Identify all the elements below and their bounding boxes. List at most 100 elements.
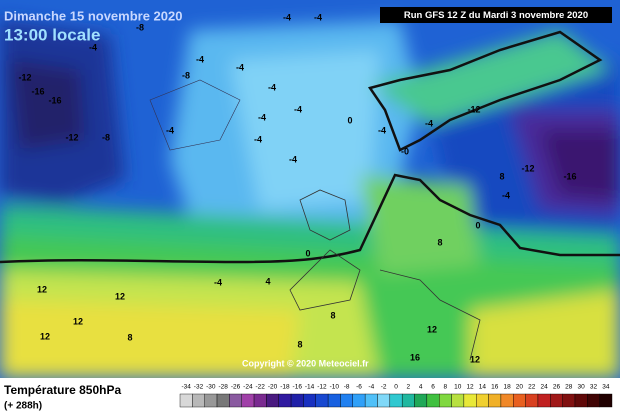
- map-label: -8: [102, 132, 110, 142]
- map-label: -12: [65, 132, 78, 142]
- scale-swatch: [587, 393, 600, 408]
- scale-swatch: [463, 393, 477, 408]
- map-label: 4: [265, 276, 270, 286]
- scale-swatch: [216, 393, 230, 408]
- map-label: -4: [258, 112, 266, 122]
- scale-label: -10: [330, 384, 340, 391]
- scale-swatch: [599, 393, 613, 408]
- map-label: 8: [330, 310, 335, 320]
- map-label: 8: [127, 332, 132, 342]
- scale-swatch: [476, 393, 489, 408]
- map-label: 16: [410, 352, 420, 362]
- scale-label: -24: [243, 384, 253, 391]
- scale-label: -20: [268, 384, 278, 391]
- scale-swatch: [451, 393, 465, 408]
- scale-label: -28: [218, 384, 228, 391]
- scale-label: 24: [540, 384, 548, 391]
- scale-swatch: [401, 393, 415, 408]
- map-label: 8: [437, 237, 442, 247]
- map-labels: -4 -4-8-4-12-16-16-8-4-4-12 -8-4-4-4-4-4-4…: [18, 12, 576, 364]
- scale-swatch: [500, 393, 514, 408]
- scale-swatch: [537, 393, 551, 408]
- map-label: -4: [283, 12, 291, 22]
- map-label: 8: [499, 171, 504, 181]
- map-label: -8: [182, 70, 190, 80]
- map-label: -4: [89, 42, 97, 52]
- scale-label: 12: [466, 384, 474, 391]
- scale-label: -14: [305, 384, 315, 391]
- scale-swatch: [192, 393, 205, 408]
- scale-swatch: [426, 393, 440, 408]
- scale-swatch: [229, 393, 242, 408]
- map-label: 0: [475, 220, 480, 230]
- scale-label: 28: [565, 384, 573, 391]
- variable: Température 850hPa: [4, 383, 121, 397]
- scale-swatch: [204, 393, 218, 408]
- scale-swatch: [179, 393, 193, 408]
- map-label: -4: [196, 54, 204, 64]
- scale-swatch: [352, 393, 366, 408]
- map-label: -12: [521, 163, 534, 173]
- scale-swatch: [414, 393, 428, 408]
- scale-label: 2: [407, 384, 411, 391]
- map-label: -4: [425, 118, 433, 128]
- scale-swatch: [562, 393, 576, 408]
- scale-label: -30: [206, 384, 216, 391]
- date: Dimanche 15 novembre 2020: [4, 8, 182, 23]
- map-label: -12: [467, 104, 480, 114]
- scale-swatch: [241, 393, 255, 408]
- map-label: -12: [18, 72, 31, 82]
- scale-swatch: [340, 393, 354, 408]
- scale-label: 6: [431, 384, 435, 391]
- run-box: [380, 7, 612, 23]
- scale-label: -26: [231, 384, 241, 391]
- scale-label: 14: [479, 384, 487, 391]
- run-info: Run GFS 12 Z du Mardi 3 novembre 2020: [404, 10, 588, 21]
- map-label: -16: [31, 86, 44, 96]
- scale-swatch: [303, 393, 316, 408]
- scale-label: 10: [454, 384, 462, 391]
- scale-label: -4: [368, 384, 374, 391]
- scale-label: 0: [394, 384, 398, 391]
- map-label: -4: [268, 82, 276, 92]
- scale-swatch: [550, 393, 563, 408]
- scale-label: -6: [356, 384, 362, 391]
- scale-swatch: [513, 393, 526, 408]
- map-label: -4: [378, 125, 386, 135]
- map-label: 0: [305, 248, 310, 258]
- scale-swatch: [574, 393, 588, 408]
- scale-label: 34: [602, 384, 610, 391]
- scale-swatch: [488, 393, 502, 408]
- map-label: 0: [347, 115, 352, 125]
- scale-label: -2: [381, 384, 387, 391]
- scale-label: 20: [516, 384, 524, 391]
- scale-swatch: [439, 393, 452, 408]
- map-label: -4: [289, 154, 297, 164]
- scale-label: 8: [444, 384, 448, 391]
- scale-label: 4: [419, 384, 423, 391]
- map-label: 12: [427, 324, 437, 334]
- scale-swatch: [525, 393, 539, 408]
- map-label: -8: [136, 22, 144, 32]
- map-label: -4: [254, 134, 262, 144]
- scale-label: 16: [491, 384, 499, 391]
- map-label: -0: [401, 146, 409, 156]
- map-label: -16: [563, 171, 576, 181]
- map-label: 12: [470, 354, 480, 364]
- scale-label: 26: [553, 384, 561, 391]
- scale-swatch: [290, 393, 304, 408]
- scale-label: 22: [528, 384, 536, 391]
- scale-label: -16: [293, 384, 303, 391]
- copyright: Copyright © 2020 Meteociel.fr: [242, 358, 369, 368]
- scale-swatch: [278, 393, 292, 408]
- map-label: -4: [166, 125, 174, 135]
- map-label: 12: [40, 331, 50, 341]
- map-label: 12: [73, 316, 83, 326]
- temperature-field: [0, 0, 620, 378]
- scale-swatch: [266, 393, 279, 408]
- scale-swatch: [327, 393, 341, 408]
- map-label: -4: [214, 277, 222, 287]
- scale-label: 32: [590, 384, 598, 391]
- map-label: 12: [37, 284, 47, 294]
